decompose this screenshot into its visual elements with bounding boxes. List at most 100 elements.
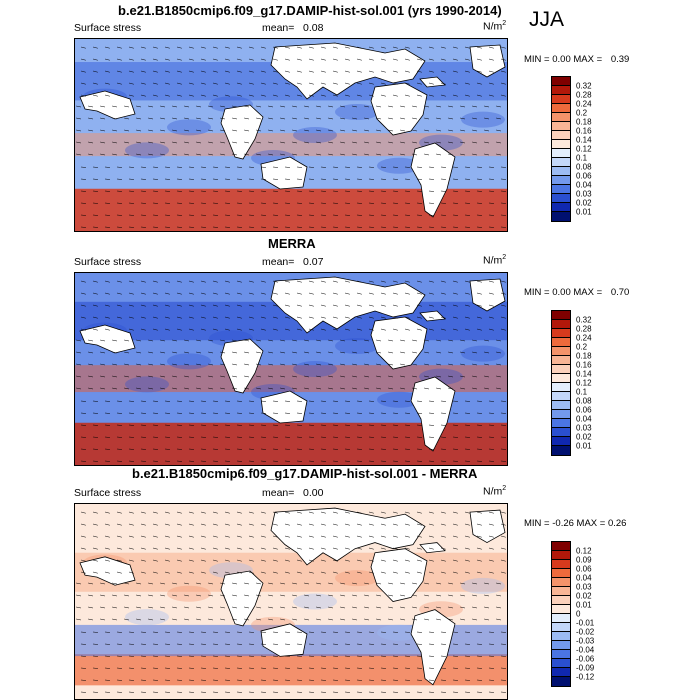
colorbar-swatch [552, 428, 570, 437]
colorbar-swatch [552, 587, 570, 596]
colorbar-swatch [552, 560, 570, 569]
colorbar-tick-label: 0.18 [576, 351, 592, 361]
land-outline [419, 542, 446, 554]
colorbar-tick-label: 0.1 [576, 153, 588, 163]
colorbar-tick-label: -0.01 [576, 618, 595, 628]
colorbar-swatch [552, 329, 570, 338]
colorbar-swatch [552, 668, 570, 677]
colorbar-swatch [552, 419, 570, 428]
colorbar-tick-label: 0.1 [576, 387, 588, 397]
colorbar-swatch [552, 104, 570, 113]
season-label: JJA [529, 8, 565, 31]
colorbar-swatch [552, 650, 570, 659]
colorbar-tick-label: 0.24 [576, 99, 592, 109]
colorbar-tick-label: 0.12 [576, 144, 592, 154]
max-value: 0.70 [610, 287, 630, 298]
colorbar-tick-label: -0.06 [576, 654, 595, 664]
colorbar-swatch [552, 131, 570, 140]
colorbar-tick-label: 0.01 [576, 441, 592, 451]
stress-map [74, 38, 508, 232]
land-outline [270, 42, 426, 100]
colorbar-tick-label: 0.09 [576, 555, 592, 565]
land-outline [469, 509, 506, 544]
min-max-readout: MIN = 0.00 MAX = 0.70 [524, 287, 629, 298]
colorbar-swatch [552, 86, 570, 95]
colorbar-swatch [552, 401, 570, 410]
colorbar-tick-label: 0.06 [576, 171, 592, 181]
colorbar-swatch [552, 551, 570, 560]
colorbar-swatch [552, 140, 570, 149]
min-label: MIN = [524, 518, 550, 529]
colorbar-tick-label: 0.28 [576, 324, 592, 334]
max-value: 0.26 [607, 518, 627, 529]
colorbar-swatch [552, 356, 570, 365]
colorbar-swatch [552, 194, 570, 203]
min-max-readout: MIN = 0.00 MAX = 0.39 [524, 54, 629, 65]
mean-value: 0.07 [303, 256, 324, 268]
colorbar-tick-label: -0.03 [576, 636, 595, 646]
min-value: -0.26 [552, 518, 574, 529]
colorbar-swatch [552, 311, 570, 320]
colorbar-swatch [552, 446, 570, 455]
colorbar-tick-label: 0.02 [576, 591, 592, 601]
colorbar-swatch [552, 185, 570, 194]
land-outline [410, 142, 456, 218]
stress-map [74, 272, 508, 466]
colorbar-swatch [552, 659, 570, 668]
stress-map [74, 503, 508, 700]
colorbar-tick-label: 0 [576, 609, 581, 619]
land-outline [220, 570, 264, 627]
colorbar [551, 310, 571, 456]
max-label: MAX = [573, 54, 603, 65]
colorbar-tick-label: 0.08 [576, 396, 592, 406]
land-outline [419, 310, 446, 322]
colorbar-tick-label: 0.32 [576, 315, 592, 325]
colorbar-tick-label: 0.14 [576, 135, 592, 145]
colorbar-swatch [552, 596, 570, 605]
variable-label: Surface stress [74, 256, 142, 268]
map-canvas [75, 504, 507, 699]
colorbar-tick-label: 0.04 [576, 180, 592, 190]
colorbar [551, 541, 571, 687]
variable-label: Surface stress [74, 22, 142, 34]
colorbar-tick-label: 0.18 [576, 117, 592, 127]
mean-value: 0.08 [303, 22, 324, 34]
colorbar-swatch [552, 614, 570, 623]
colorbar-tick-label: 0.02 [576, 432, 592, 442]
colorbar-tick-label: 0.06 [576, 405, 592, 415]
colorbar-swatch [552, 122, 570, 131]
colorbar-tick-label: 0.04 [576, 414, 592, 424]
colorbar-swatch [552, 437, 570, 446]
colorbar-swatch [552, 77, 570, 86]
colorbar-swatch [552, 677, 570, 686]
land-outline [469, 44, 506, 78]
colorbar-swatch [552, 149, 570, 158]
colorbar-swatch [552, 338, 570, 347]
mean-label: mean= [262, 22, 295, 34]
colorbar-tick-label: 0.04 [576, 573, 592, 583]
land-outline [79, 90, 136, 120]
colorbar-swatch [552, 167, 570, 176]
land-outline [220, 104, 264, 160]
colorbar-tick-label: -0.09 [576, 663, 595, 673]
panel-title: b.e21.B1850cmip6.f09_g17.DAMIP-hist-sol.… [118, 3, 502, 18]
colorbar-swatch [552, 542, 570, 551]
land-outline [410, 609, 456, 686]
colorbar-tick-label: 0.08 [576, 162, 592, 172]
colorbar-tick-label: 0.06 [576, 564, 592, 574]
colorbar-swatch [552, 383, 570, 392]
unit-label: N/m2 [483, 20, 507, 33]
land-outline [79, 556, 136, 586]
colorbar-swatch [552, 347, 570, 356]
min-value: 0.00 [552, 54, 571, 65]
land-outline [410, 376, 456, 452]
panel-model: b.e21.B1850cmip6.f09_g17.DAMIP-hist-sol.… [0, 0, 700, 232]
colorbar-tick-label: 0.28 [576, 90, 592, 100]
colorbar-swatch [552, 641, 570, 650]
colorbar-swatch [552, 176, 570, 185]
colorbar-tick-label: -0.02 [576, 627, 595, 637]
map-canvas [75, 39, 507, 231]
colorbar-tick-label: 0.01 [576, 207, 592, 217]
panel-title: MERRA [268, 236, 316, 251]
min-label: MIN = [524, 54, 550, 65]
